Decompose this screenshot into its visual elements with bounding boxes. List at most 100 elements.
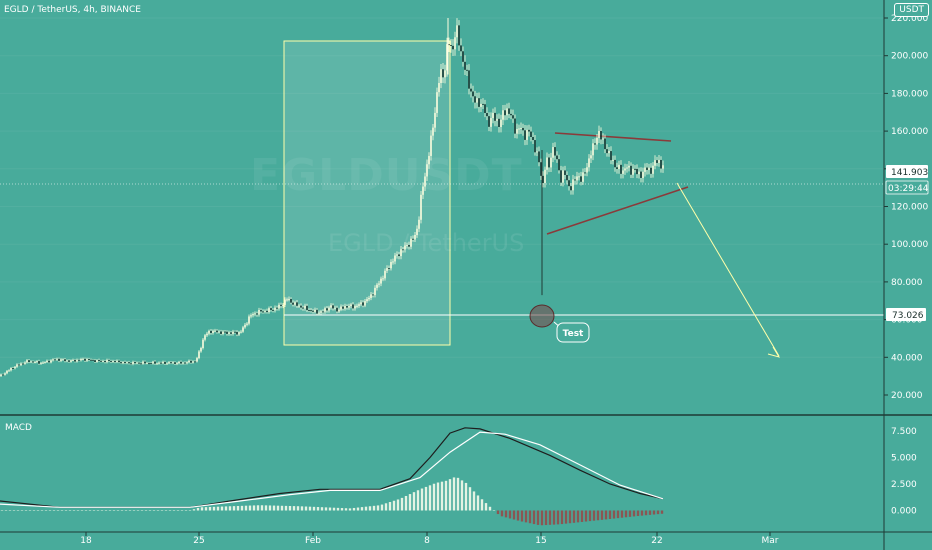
candle-body (552, 147, 554, 158)
candle (176, 361, 178, 366)
macd-histogram-bar (544, 510, 548, 526)
candle-body (2, 374, 4, 376)
candle-body (516, 129, 518, 134)
candle-body (54, 359, 56, 361)
candle-body (614, 159, 616, 168)
candle (630, 162, 632, 179)
candle-body (78, 359, 80, 361)
candle (168, 361, 170, 365)
candle (352, 302, 354, 311)
upper-trendline (554, 132, 672, 142)
candle (520, 122, 522, 134)
candle (184, 361, 186, 365)
candle-body (12, 367, 14, 369)
candle-body (196, 358, 198, 362)
candle (438, 76, 440, 97)
macd-histogram-bar (648, 510, 652, 515)
macd-histogram-bar (344, 508, 348, 511)
candle-body (124, 361, 126, 364)
candle (440, 63, 442, 89)
candle (466, 64, 468, 77)
macd-histogram-bar (264, 505, 268, 511)
time-tick-label: Mar (762, 536, 779, 546)
candle-body (652, 165, 654, 174)
candle (530, 126, 532, 142)
candle (524, 125, 526, 146)
candle (8, 369, 10, 372)
candle-body (100, 360, 102, 362)
candle (288, 296, 290, 302)
candle-body (454, 37, 456, 50)
candle (464, 55, 466, 76)
macd-histogram-bar (508, 510, 512, 519)
macd-histogram-bar (252, 505, 256, 511)
macd-histogram-bar (636, 510, 640, 517)
candle-body (424, 176, 426, 187)
support-price-tag (886, 308, 926, 321)
candle (200, 346, 202, 353)
candle-body (198, 351, 200, 359)
candle (248, 314, 250, 326)
candle-body (438, 83, 440, 93)
symbol-watermark: EGLDUSDT (250, 150, 523, 201)
candle-body (498, 118, 500, 127)
candle (44, 361, 46, 364)
candle (356, 303, 358, 309)
candle-body (460, 45, 462, 52)
candle (166, 362, 168, 365)
candle-body (4, 373, 6, 375)
candle-body (38, 361, 40, 364)
candle (170, 361, 172, 365)
candle (48, 359, 50, 364)
candle-body (540, 162, 542, 176)
candle (476, 92, 478, 109)
candle-body (60, 359, 62, 361)
macd-line (0, 427, 664, 508)
macd-histogram-bar (660, 510, 664, 514)
name-watermark: EGLD / TetherUS (328, 229, 525, 257)
candle (246, 321, 248, 327)
candle-body (302, 307, 304, 309)
candle-body (166, 363, 168, 365)
candle (304, 303, 306, 311)
candle (80, 357, 82, 362)
candle (596, 133, 598, 150)
candle (198, 350, 200, 360)
macd-histogram-bar (548, 510, 552, 525)
candle-body (356, 305, 358, 307)
candle-body (486, 113, 488, 117)
candle-body (202, 339, 204, 349)
candle (90, 358, 92, 362)
candle-body (618, 164, 620, 170)
candle (36, 360, 38, 364)
candle (228, 330, 230, 336)
candle (592, 139, 594, 161)
candle-body (22, 363, 24, 365)
candle (330, 303, 332, 310)
candle (452, 39, 454, 56)
price-tick-label: 120.000 (891, 203, 928, 213)
macd-histogram-bar (88, 510, 92, 511)
macd-histogram-bar (148, 510, 152, 511)
currency-badge[interactable]: USDT (894, 3, 929, 17)
candle (468, 64, 470, 95)
candle-body (328, 307, 330, 311)
candle-body (326, 308, 328, 311)
candle-body (248, 316, 250, 324)
candle-body (118, 360, 120, 363)
candle-body (188, 360, 190, 363)
macd-histogram-bar (36, 510, 40, 511)
candle-body (560, 170, 562, 183)
candle-body (368, 297, 370, 300)
macd-histogram-bar (376, 505, 380, 511)
candle (626, 164, 628, 173)
candle-body (514, 118, 516, 134)
macd-histogram-bar (56, 510, 60, 511)
candle (270, 305, 272, 312)
candle-body (220, 331, 222, 334)
candle-body (434, 112, 436, 128)
price-grid (0, 17, 884, 358)
candle (58, 357, 60, 363)
time-tick-label: 8 (424, 536, 430, 546)
